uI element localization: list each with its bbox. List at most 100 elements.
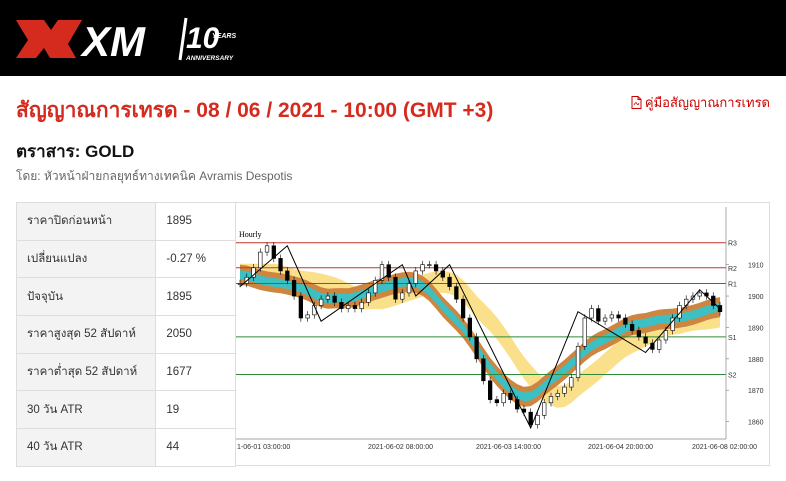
x-tick-label: 2021-06-04 20:00:00 xyxy=(588,444,653,451)
candle-body xyxy=(494,399,500,404)
candle-body xyxy=(474,336,479,360)
stat-label: 30 วัน ATR xyxy=(15,390,157,430)
table-row: ราคาต่ำสุด 52 สัปดาห์ 1677 xyxy=(15,352,236,392)
candle-body xyxy=(359,302,364,309)
zigzag-line xyxy=(239,244,721,430)
xm-10-anniversary-logo[interactable]: XM 10 YEARS ANNIVERSARY xyxy=(14,14,246,64)
instrument-stats-table: ราคาปิดก่อนหน้า 1895 เปลี่ยนแปลง -0.27 % ป… xyxy=(15,202,236,467)
x-tick-label: 1-06-01 03:00:00 xyxy=(237,444,290,451)
x-tick-label: 2021-06-02 08:00:00 xyxy=(368,444,433,451)
table-row: เปลี่ยนแปลง -0.27 % xyxy=(15,239,236,279)
candle-body xyxy=(616,314,621,319)
price-chart: R3 R2 R1 S1 S2 1860 1870 1880 1890 1900 1910 1-06-0… xyxy=(236,202,770,466)
candle-body xyxy=(562,386,567,394)
candle-body xyxy=(542,402,547,416)
candle-body xyxy=(427,264,432,266)
candle-body xyxy=(697,292,702,297)
stat-value: 2050 xyxy=(155,315,236,354)
level-label-s1: S1 xyxy=(728,335,737,342)
candle-body xyxy=(670,317,675,331)
stat-label: 40 วัน ATR xyxy=(15,428,157,467)
stat-value: 1895 xyxy=(155,277,236,317)
candle-body xyxy=(467,317,472,338)
candle-body xyxy=(629,323,635,331)
candle-body xyxy=(318,298,324,306)
level-label-r2: R2 xyxy=(728,266,737,273)
stat-label: ปัจจุบัน xyxy=(15,277,157,317)
candle-body xyxy=(400,292,405,300)
y-tick-label: 1910 xyxy=(748,263,764,270)
instrument-heading: ตราสาร: GOLD xyxy=(16,142,135,161)
stat-value: -0.27 % xyxy=(155,239,236,279)
candle-body xyxy=(258,251,263,269)
candle-body xyxy=(643,336,648,344)
indicator-band-outer xyxy=(240,264,720,407)
candle-body xyxy=(366,292,371,303)
candle-body xyxy=(569,377,574,388)
candle-body xyxy=(346,305,351,309)
candle-body xyxy=(285,270,290,281)
table-row: ราคาสูงสุด 52 สัปดาห์ 2050 xyxy=(15,315,236,354)
candle-body xyxy=(305,314,310,319)
candle-body xyxy=(555,393,560,397)
candle-body xyxy=(237,283,243,285)
candle-body xyxy=(379,264,385,281)
x-tick-label: 2021-06-03 14:00:00 xyxy=(476,444,541,451)
candle-body xyxy=(291,280,297,297)
y-tick-label: 1860 xyxy=(748,420,764,427)
table-row: 40 วัน ATR 44 xyxy=(15,428,236,467)
candle-body xyxy=(332,295,337,303)
candle-body xyxy=(717,305,723,313)
candle-body xyxy=(535,415,540,426)
candle-body xyxy=(393,276,398,300)
y-tick-label: 1900 xyxy=(748,294,764,301)
candle-body xyxy=(454,286,459,300)
anniversary-number: 10 xyxy=(186,22,220,55)
stat-label: ราคาต่ำสุด 52 สัปดาห์ xyxy=(15,352,157,392)
anniversary-label: ANNIVERSARY xyxy=(185,55,234,62)
candle-body xyxy=(298,295,303,319)
page-title: สัญญาณการเทรด - 08 / 06 / 2021 - 10:00 (… xyxy=(16,99,494,122)
candle-body xyxy=(264,245,270,253)
candle-body xyxy=(548,396,554,404)
x-tick-label: 2021-06-08 02:00:00 xyxy=(692,444,757,451)
candle-body xyxy=(325,295,331,300)
chart-timeframe-label: Hourly xyxy=(239,230,262,239)
author-byline: โดย: หัวหน้าฝ่ายกลยุทธ์ทางเทคนิค Avramis… xyxy=(16,169,293,183)
candle-body xyxy=(589,308,594,319)
signal-guide-link[interactable]: คู่มือสัญญาณการเทรด xyxy=(631,92,770,113)
candle-body xyxy=(481,358,486,382)
candle-body xyxy=(582,317,587,347)
candle-body xyxy=(623,317,628,325)
stat-value: 19 xyxy=(155,390,236,430)
candle-body xyxy=(460,298,466,319)
candle-body xyxy=(488,380,493,400)
candle-body xyxy=(373,280,378,294)
candle-body xyxy=(508,393,513,400)
table-row: ปัจจุบัน 1895 xyxy=(15,277,236,317)
candle-body xyxy=(406,283,412,294)
candle-body xyxy=(413,270,418,284)
candle-body xyxy=(386,264,391,278)
stat-label: ราคาสูงสุด 52 สัปดาห์ xyxy=(15,315,157,354)
stat-value: 44 xyxy=(155,428,236,467)
level-label-r3: R3 xyxy=(728,241,737,248)
candle-body xyxy=(278,258,283,272)
candle-body xyxy=(609,314,614,319)
candle-body xyxy=(596,308,601,322)
candle-body xyxy=(447,276,452,287)
anniversary-years: YEARS xyxy=(212,33,236,40)
stat-value: 1677 xyxy=(155,352,236,392)
table-row: 30 วัน ATR 19 xyxy=(15,390,236,430)
candle-body xyxy=(528,411,533,426)
candle-body xyxy=(657,339,662,350)
candle-body xyxy=(420,264,425,272)
stat-label: ราคาปิดก่อนหน้า xyxy=(15,202,157,241)
site-header: XM 10 YEARS ANNIVERSARY xyxy=(0,0,786,76)
candle-body xyxy=(352,305,358,309)
signal-guide-label[interactable]: คู่มือสัญญาณการเทรด xyxy=(644,95,770,110)
y-tick-label: 1870 xyxy=(748,388,764,395)
stat-label: เปลี่ยนแปลง xyxy=(15,239,157,279)
brand-text: XM xyxy=(80,18,146,64)
chart-svg: R3 R2 R1 S1 S2 1860 1870 1880 1890 1900 1910 1-06-0… xyxy=(236,207,764,451)
